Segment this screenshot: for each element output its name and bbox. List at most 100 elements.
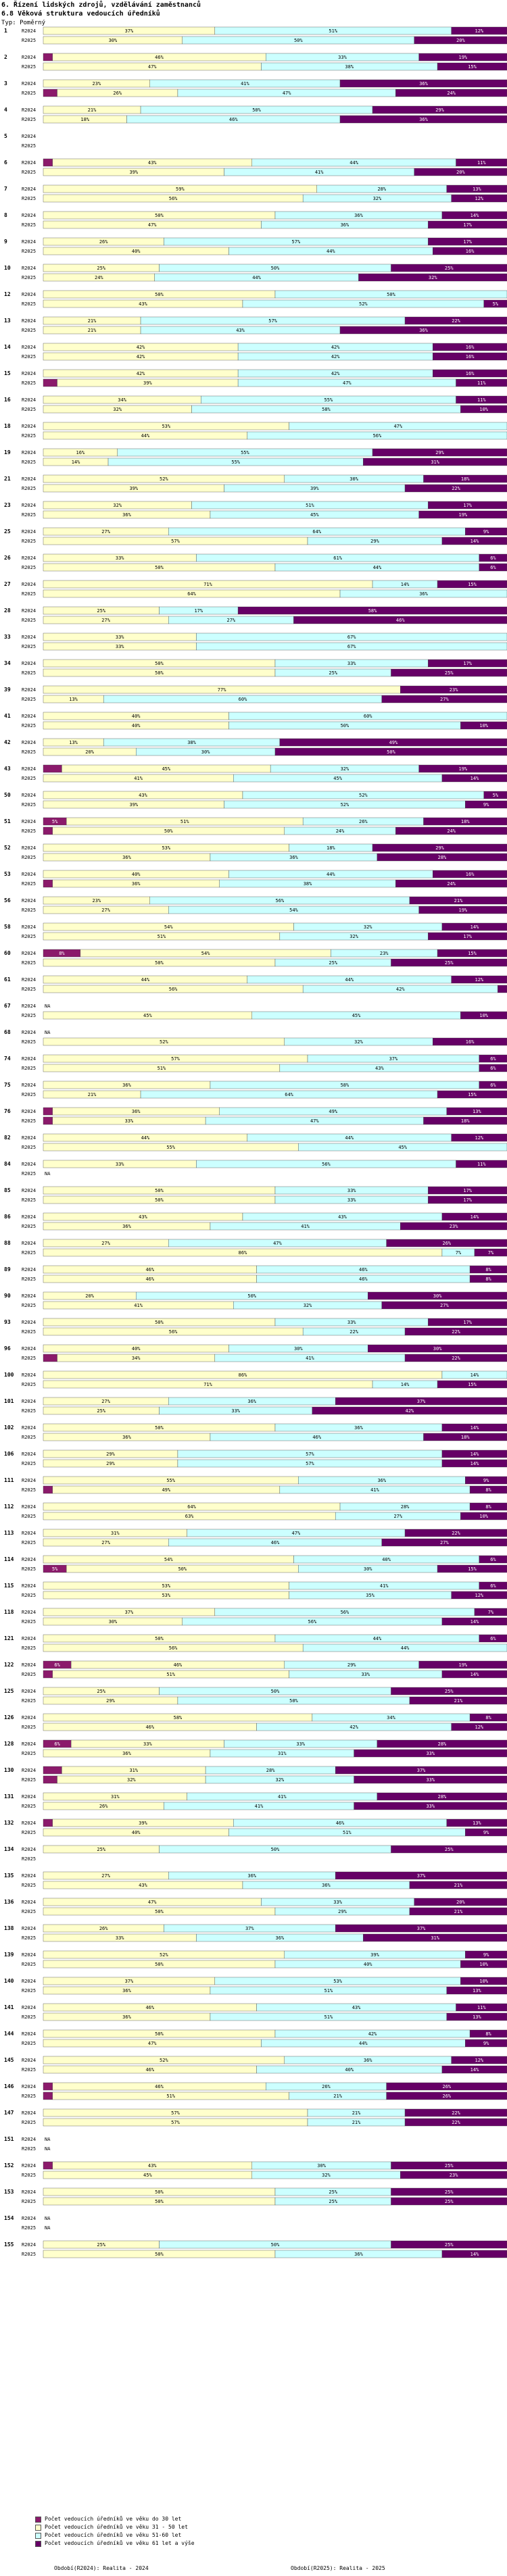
bar-value-label: 53%: [333, 1979, 342, 1984]
bar-segment: [446, 184, 507, 193]
bar-segment: [391, 264, 507, 272]
bar-value-label: 36%: [419, 117, 428, 122]
bar-value-label: 24%: [447, 881, 456, 887]
bar-value-label: 57%: [306, 1461, 314, 1466]
group-id-label: 138: [4, 1925, 14, 1931]
group-id-label: 85: [4, 1187, 11, 1193]
na-label: NA: [45, 2225, 51, 2231]
bar-value-label: 39%: [139, 1820, 147, 1826]
bar-value-label: 56%: [341, 1610, 349, 1615]
bar-segment: [335, 1924, 507, 1933]
group-id-label: 9: [4, 239, 7, 245]
bar-value-label: 7%: [456, 1250, 462, 1256]
bar-value-label: 40%: [132, 1830, 141, 1835]
bar-value-label: 42%: [331, 371, 340, 376]
bar-segment: [372, 448, 507, 457]
row-period-label: R2025: [22, 697, 36, 702]
bar-segment: [409, 1881, 507, 1889]
row-period-label: R2024: [22, 1847, 36, 1852]
row-period-label: R2025: [22, 776, 36, 781]
row-period-label: R2024: [22, 239, 36, 245]
bar-value-label: 23%: [450, 687, 458, 693]
group-id-label: 134: [4, 1846, 14, 1852]
bar-value-label: 50%: [247, 1293, 256, 1299]
bar-value-label: 19%: [459, 908, 468, 913]
bar-value-label: 18%: [461, 819, 470, 824]
row-period-label: R2025: [22, 1751, 36, 1756]
na-label: NA: [45, 1171, 51, 1176]
legend-item: Počet vedoucích úředníků ve věku 51-60 l…: [35, 2531, 195, 2540]
bar-value-label: 24%: [447, 828, 456, 834]
row-period-label: R2025: [22, 1303, 36, 1308]
row-period-label: R2025: [22, 723, 36, 728]
row-period-label: R2024: [22, 1689, 36, 1694]
na-label: NA: [45, 1030, 51, 1035]
group-id-label: 58: [4, 924, 11, 930]
bar-value-label: 50%: [155, 565, 164, 570]
bar-segment: [423, 817, 507, 826]
bar-value-label: 36%: [132, 1109, 141, 1114]
bar-value-label: 50%: [155, 1197, 164, 1203]
group-id-label: 96: [4, 1345, 11, 1352]
group-id-label: 154: [4, 2215, 14, 2221]
bar-segment: [441, 1450, 507, 1458]
bar-value-label: 28%: [438, 1741, 447, 1747]
row-period-label: R2025: [22, 2252, 36, 2257]
bar-segment: [196, 633, 507, 641]
row-period-label: R2025: [22, 407, 36, 412]
bar-value-label: 16%: [76, 450, 85, 455]
group-id-label: 153: [4, 2189, 14, 2195]
bar-value-label: 16%: [466, 371, 475, 376]
bar-value-label: 59%: [176, 187, 185, 192]
row-period-label: R2024: [22, 2005, 36, 2010]
row-period-label: R2025: [22, 143, 36, 149]
row-period-label: R2025: [22, 2225, 36, 2231]
bar-value-label: 56%: [169, 1329, 178, 1335]
row-period-label: R2025: [22, 1672, 36, 1677]
bar-value-label: 10%: [479, 723, 488, 728]
group-id-label: 131: [4, 1793, 14, 1800]
bar-segment: [441, 1423, 507, 1432]
bar-value-label: 25%: [329, 2199, 337, 2204]
bar-value-label: 22%: [452, 1356, 460, 1361]
bar-value-label: 36%: [122, 1083, 131, 1088]
bar-value-label: 36%: [247, 1399, 256, 1404]
bar-value-label: 50%: [155, 1425, 164, 1431]
group-id-label: 111: [4, 1477, 14, 1483]
bar-value-label: 33%: [347, 1188, 356, 1193]
bar-segment: [381, 1301, 507, 1310]
row-period-label: R2024: [22, 1346, 36, 1352]
row-period-label: R2024: [22, 1873, 36, 1879]
legend-item: Počet vedoucích úředníků ve věku 61 let …: [35, 2540, 195, 2548]
bar-segment: [339, 79, 507, 88]
bar-segment: [460, 405, 507, 414]
bar-value-label: 32%: [304, 1303, 312, 1308]
bar-value-label: 13%: [69, 740, 78, 745]
bar-value-label: 33%: [426, 1804, 435, 1809]
bar-value-label: 42%: [368, 2031, 377, 2037]
bar-value-label: 41%: [380, 1583, 389, 1589]
bar-value-label: 39%: [129, 486, 138, 491]
bar-value-label: 9%: [483, 2041, 489, 2046]
bar-value-label: 17%: [463, 1188, 472, 1193]
row-period-label: R2025: [22, 539, 36, 544]
row-period-label: R2024: [22, 740, 36, 745]
bar-segment: [386, 2091, 507, 2100]
bar-value-label: 25%: [97, 1408, 105, 1414]
bar-value-label: 51%: [343, 1830, 352, 1835]
bar-value-label: 50%: [178, 1566, 187, 1572]
bar-segment: [293, 616, 507, 624]
bar-value-label: 52%: [160, 1039, 168, 1045]
row-period-label: R2025: [22, 1171, 36, 1176]
bar-value-label: 6%: [490, 1557, 496, 1562]
bar-value-label: 64%: [187, 591, 196, 597]
bar-value-label: 50%: [164, 828, 173, 834]
bar-value-label: 27%: [101, 529, 110, 535]
bar-value-label: 37%: [245, 1926, 254, 1931]
bar-value-label: 39%: [310, 486, 319, 491]
bar-value-label: 44%: [141, 1135, 150, 1141]
group-id-label: 41: [4, 713, 11, 719]
group-id-label: 50: [4, 792, 11, 798]
bar-value-label: 39%: [143, 380, 152, 386]
group-id-label: 125: [4, 1688, 14, 1694]
